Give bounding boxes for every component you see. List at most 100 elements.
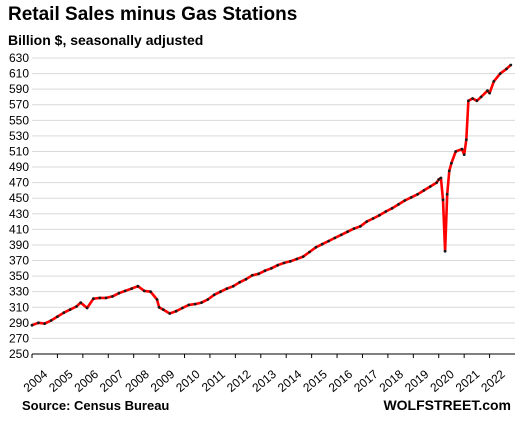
y-tick-label: 630 [9, 51, 29, 65]
y-tick-label: 430 [9, 207, 29, 221]
data-point [43, 322, 47, 325]
data-point [492, 80, 496, 83]
data-point [460, 147, 464, 151]
chart-title: Retail Sales minus Gas Stations [8, 4, 298, 25]
series-line [31, 64, 512, 327]
data-point [181, 306, 184, 310]
data-point [49, 319, 53, 322]
data-point [104, 296, 108, 300]
data-point [333, 236, 337, 240]
data-point [488, 91, 491, 95]
data-point [212, 293, 216, 297]
y-tick-label: 330 [9, 285, 29, 299]
data-point [123, 289, 127, 293]
x-tick-label: 2004 [21, 367, 51, 395]
y-tick-label: 570 [9, 98, 29, 112]
data-point [320, 242, 324, 246]
y-tick-label: 370 [9, 254, 29, 268]
data-point [98, 296, 102, 300]
data-point [62, 311, 66, 315]
data-point [422, 189, 426, 192]
x-tick-label: 2007 [97, 367, 127, 395]
data-point [447, 169, 451, 173]
x-tick-label: 2022 [478, 367, 508, 395]
data-point [428, 185, 432, 188]
y-tick-label: 590 [9, 82, 29, 96]
data-point [30, 323, 34, 327]
data-point [346, 230, 349, 234]
data-point [257, 272, 261, 276]
data-point [157, 305, 161, 309]
data-point [498, 72, 502, 75]
data-point [193, 302, 197, 306]
data-point [445, 192, 449, 196]
data-point [231, 284, 235, 288]
x-tick-label: 2005 [46, 367, 76, 395]
data-point [467, 99, 470, 103]
x-tick-label: 2006 [72, 367, 102, 395]
data-point [479, 95, 483, 99]
y-tick-label: 450 [9, 191, 29, 205]
data-point [475, 99, 479, 103]
data-point [85, 306, 89, 310]
x-tick-label: 2021 [453, 367, 483, 395]
x-tick-label: 2018 [377, 367, 407, 395]
data-point [117, 291, 121, 295]
y-tick-label: 530 [9, 129, 29, 143]
data-point [295, 257, 299, 261]
y-tick-label: 510 [9, 144, 29, 158]
data-point [130, 287, 134, 290]
data-point [168, 312, 172, 315]
series-retail-sales [30, 63, 513, 327]
data-point [68, 308, 72, 311]
data-point [454, 150, 458, 153]
data-point [365, 220, 369, 224]
x-tick-label: 2016 [326, 367, 356, 395]
x-tick-label: 2013 [249, 367, 279, 395]
data-point [200, 301, 203, 304]
data-point [314, 245, 318, 249]
data-point [282, 261, 286, 265]
chart-subtitle: Billion $, seasonally adjusted [8, 32, 204, 48]
x-tick-label: 2020 [427, 367, 457, 395]
data-point [439, 176, 443, 180]
data-point [37, 321, 40, 325]
x-tick-label: 2010 [173, 367, 203, 395]
source-note: Source: Census Bureau [22, 398, 170, 413]
data-point [505, 67, 508, 71]
y-tick-label: 390 [9, 238, 29, 252]
y-tick-label: 490 [9, 160, 29, 174]
x-tick-label: 2012 [224, 367, 254, 395]
x-tick-label: 2009 [148, 367, 178, 395]
data-point [441, 198, 445, 202]
data-point [250, 273, 254, 277]
x-tick-label: 2014 [275, 367, 305, 395]
data-point [327, 239, 330, 243]
gridlines [32, 57, 515, 355]
data-point [289, 259, 292, 263]
data-point [384, 210, 388, 213]
data-point [486, 89, 489, 93]
y-tick-label: 610 [9, 67, 29, 81]
x-tick-label: 2015 [300, 367, 330, 395]
data-point [435, 181, 438, 185]
y-tick-label: 550 [9, 113, 29, 127]
y-tick-label: 470 [9, 176, 29, 190]
y-tick-label: 310 [9, 300, 29, 314]
data-point [187, 303, 191, 307]
data-point [276, 263, 280, 267]
data-point [75, 305, 78, 308]
y-tick-label: 290 [9, 316, 29, 330]
data-point [219, 290, 222, 294]
data-point [409, 196, 413, 199]
data-point [308, 250, 311, 254]
data-point [462, 153, 466, 157]
data-point [397, 203, 400, 206]
data-point [339, 233, 343, 237]
data-point [443, 249, 447, 253]
y-tick-label: 410 [9, 222, 29, 236]
data-point [79, 301, 83, 304]
data-point [416, 192, 419, 196]
data-point [92, 297, 95, 301]
